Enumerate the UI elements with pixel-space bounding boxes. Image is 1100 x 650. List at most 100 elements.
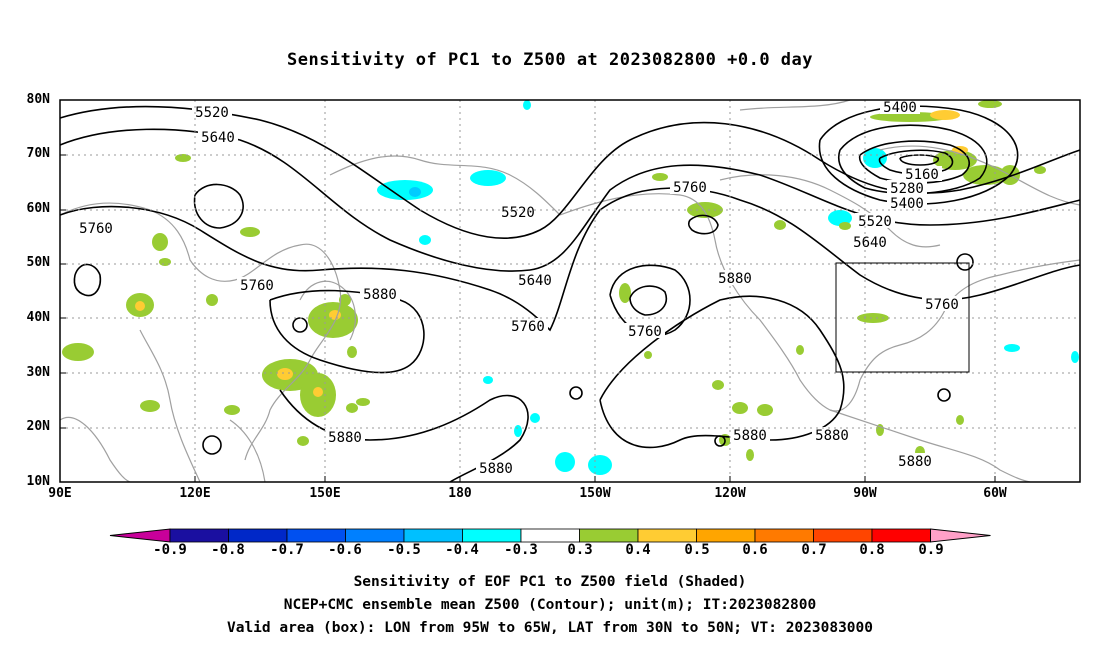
sensitivity-patch	[523, 100, 531, 110]
sensitivity-patch	[828, 210, 852, 226]
contour-high-3	[569, 386, 583, 400]
contour-label: 5760	[511, 319, 545, 335]
contour-labels: 5400552055205640564056405160528054005520…	[76, 99, 962, 477]
contour-label: 5640	[201, 130, 235, 146]
contour-label-bg	[850, 234, 890, 249]
sensitivity-patch	[297, 436, 309, 446]
lat-label-50n: 50N	[26, 255, 50, 270]
colorbar-swatch	[871, 528, 931, 543]
sensitivity-patch	[652, 173, 668, 181]
contour-5760-w	[73, 263, 102, 297]
colorbar-swatch	[813, 528, 873, 543]
contour-label-bg	[192, 104, 232, 119]
sensitivity-patch	[687, 202, 723, 218]
lon-label-150w: 150W	[579, 486, 611, 501]
contour-5640-w-loop	[193, 183, 244, 229]
contour-label-bg	[902, 166, 942, 181]
lon-label-120w: 120W	[714, 486, 746, 501]
cb-label: -0.4	[445, 542, 479, 558]
contour-label: 5880	[479, 461, 513, 477]
colorbar-swatch	[579, 528, 639, 543]
contour-label: 5520	[501, 205, 535, 221]
sensitivity-patch	[757, 404, 773, 416]
contour-label: 5760	[628, 324, 662, 340]
sensitivity-patch	[555, 452, 575, 472]
footer-line-1: Sensitivity of EOF PC1 to Z500 field (Sh…	[353, 574, 747, 590]
sensitivity-patch	[308, 302, 358, 338]
contour-5640-north	[59, 128, 1081, 272]
contour-high-1	[292, 317, 308, 333]
sensitivity-patch	[530, 413, 540, 423]
colorbar-swatch	[403, 528, 463, 543]
cb-label: -0.6	[328, 542, 362, 558]
sensitivity-patch	[644, 351, 652, 359]
contour-label-bg	[812, 427, 852, 442]
sensitivity-patch	[159, 258, 171, 266]
sensitivity-patch	[774, 220, 786, 230]
sensitivity-patch	[62, 343, 94, 361]
sensitivity-patch	[1071, 351, 1079, 363]
contour-label-bg	[887, 195, 927, 210]
sensitivity-patch	[978, 100, 1002, 108]
colorbar-swatch	[462, 528, 522, 543]
lon-label-120e: 120E	[179, 486, 211, 501]
contour-label-bg	[198, 129, 238, 144]
colorbar-swatch	[228, 528, 288, 543]
sensitivity-patch	[930, 110, 960, 120]
contour-label-bg	[730, 427, 770, 442]
contour-high-4	[714, 435, 726, 447]
contour-label-bg	[895, 453, 935, 468]
contour-label: 5640	[853, 235, 887, 251]
sensitivity-patch	[313, 387, 323, 397]
contour-label: 5160	[905, 167, 939, 183]
cb-label: 0.3	[567, 542, 593, 558]
contour-5760-pac-low-inner	[629, 285, 667, 316]
contour-low-1	[838, 124, 988, 195]
contour-label: 5760	[673, 180, 707, 196]
lat-label-20n: 20N	[26, 419, 50, 434]
colorbar-swatch	[637, 528, 697, 543]
sensitivity-patch	[346, 403, 358, 413]
contour-label-bg	[625, 323, 665, 338]
map-title: Sensitivity of PC1 to Z500 at 2023082800…	[286, 50, 813, 70]
axis-ticks	[59, 99, 996, 483]
sensitivity-patch	[377, 180, 433, 200]
colorbar-swatch	[169, 528, 229, 543]
footer-line-3: Valid area (box): LON from 95W to 65W, L…	[226, 620, 873, 636]
cb-label: 0.6	[742, 542, 768, 558]
sensitivity-patch	[619, 283, 631, 303]
sensitivity-patch	[1034, 166, 1046, 174]
footer-line-2: NCEP+CMC ensemble mean Z500 (Contour); u…	[283, 597, 817, 613]
sensitivity-patch	[839, 222, 851, 230]
lat-lon-grid	[60, 100, 1080, 482]
contour-label-bg	[715, 270, 755, 285]
contour-5760-north	[59, 187, 1081, 332]
sensitivity-patch	[470, 170, 506, 186]
colorbar-swatch	[754, 528, 814, 543]
sensitivity-patch	[409, 187, 421, 197]
contour-label-bg	[360, 286, 400, 301]
sensitivity-shading	[62, 100, 1079, 475]
sensitivity-patch	[483, 376, 493, 384]
contour-label: 5880	[363, 287, 397, 303]
sensitivity-patch	[240, 227, 260, 237]
contour-label-bg	[515, 272, 555, 287]
contour-high-2	[202, 435, 222, 455]
cb-label: -0.9	[153, 542, 187, 558]
sensitivity-patch	[857, 313, 889, 323]
colorbar-swatch	[520, 528, 580, 543]
cb-label: -0.5	[387, 542, 421, 558]
cb-label: -0.8	[211, 542, 245, 558]
contour-label: 5640	[518, 273, 552, 289]
contour-label-bg	[855, 213, 895, 228]
sensitivity-patch	[277, 368, 293, 380]
contour-label: 5760	[240, 278, 274, 294]
lat-label-40n: 40N	[26, 310, 50, 325]
colorbar-swatch	[286, 528, 346, 543]
sensitivity-patch	[175, 154, 191, 162]
contour-high-5	[937, 388, 951, 402]
sensitivity-patch	[347, 346, 357, 358]
cb-label: 0.7	[801, 542, 827, 558]
sensitivity-patch	[339, 294, 351, 306]
cb-label: -0.3	[504, 542, 538, 558]
